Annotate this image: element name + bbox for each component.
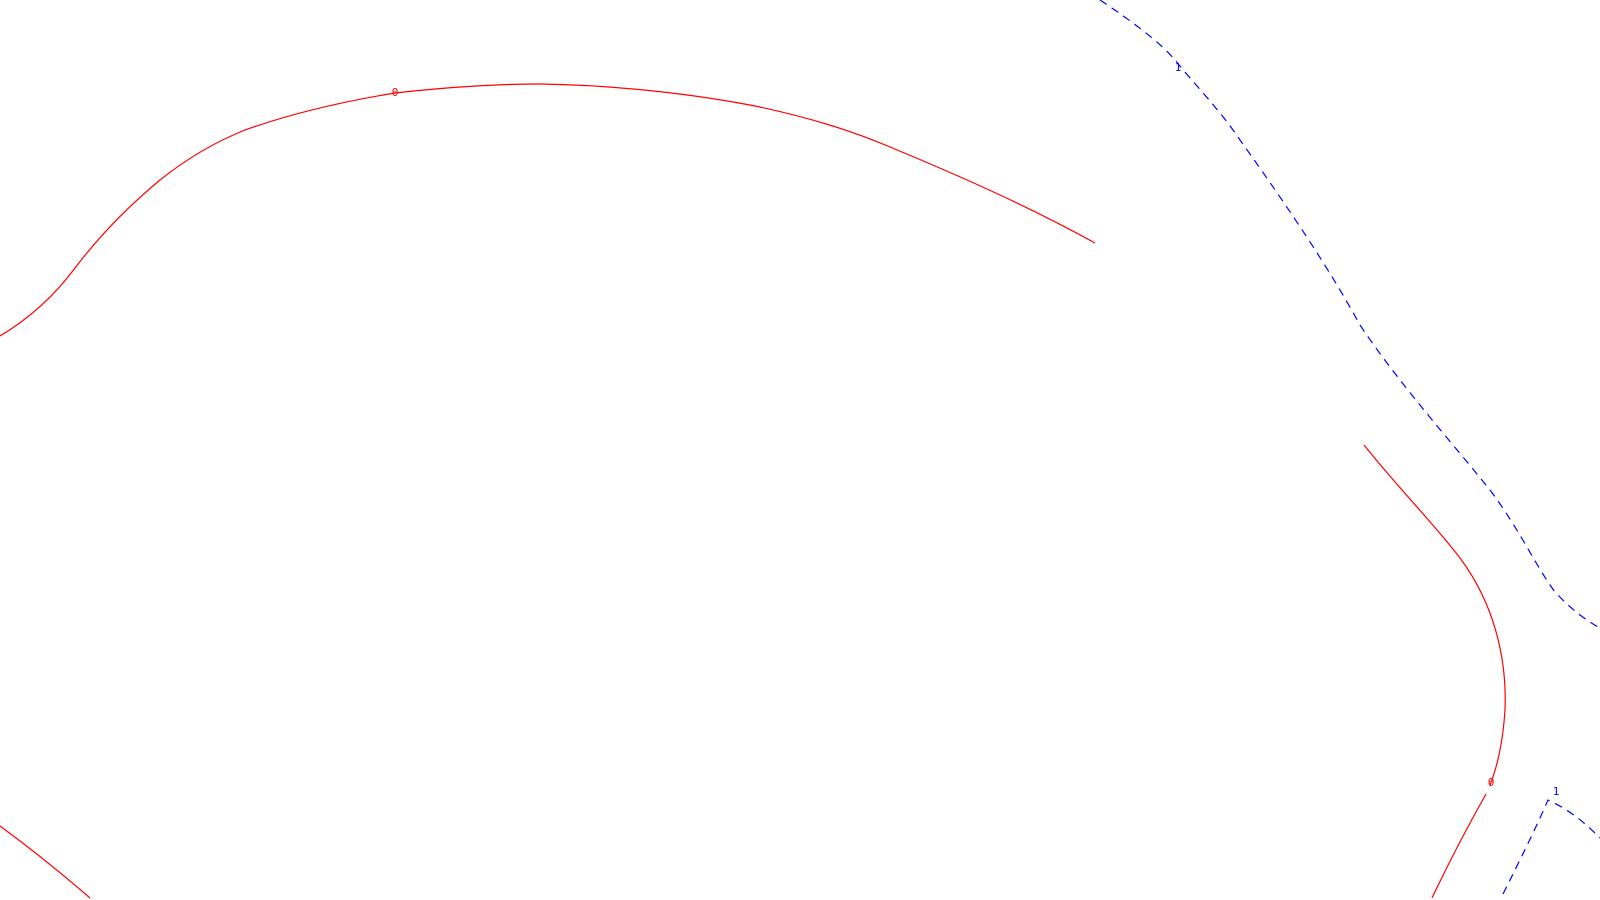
contour-0-top-arc	[0, 83, 1096, 337]
contour-1-lower-arc	[1502, 799, 1600, 895]
contour-0-bottom-left-arc	[0, 825, 91, 899]
contour-0-bottom-right-arc	[1431, 793, 1487, 899]
contour-label-1-lower: 1	[1553, 785, 1560, 798]
contour-label-0-top: 0	[392, 86, 399, 99]
contour-1-upper-arc	[1099, 0, 1600, 629]
contour-label-0-right: 0	[1488, 776, 1495, 789]
contour-0-right-arc	[1363, 444, 1506, 786]
contour-label-1-upper: 1	[1175, 61, 1182, 74]
contour-level-0	[0, 83, 1506, 899]
contour-level-1	[1099, 0, 1600, 895]
